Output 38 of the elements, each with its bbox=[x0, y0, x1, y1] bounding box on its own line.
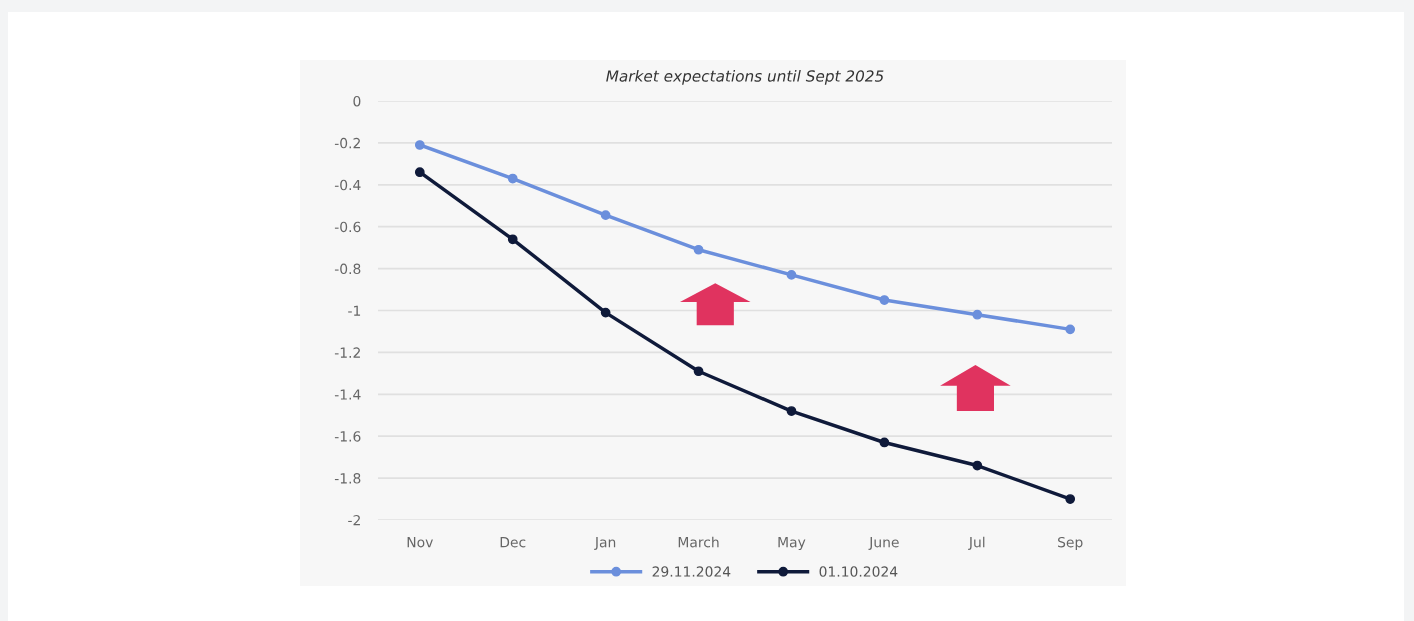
x-tick-label: Sep bbox=[1058, 536, 1083, 551]
y-tick-label: 0 bbox=[353, 95, 361, 107]
y-tick-label: -1.6 bbox=[334, 431, 361, 442]
y-tick-label: -1.8 bbox=[334, 473, 361, 484]
x-tick-label: May bbox=[778, 537, 806, 551]
point bbox=[786, 406, 797, 416]
y-tick-label: -0.4 bbox=[334, 179, 361, 191]
x-tick-label: March bbox=[678, 536, 719, 548]
point bbox=[507, 234, 518, 245]
point bbox=[414, 167, 425, 178]
point bbox=[414, 140, 425, 150]
x-tick-label: June bbox=[868, 537, 899, 550]
point bbox=[507, 173, 518, 184]
y-tick-label: -1.4 bbox=[334, 389, 361, 400]
point bbox=[879, 437, 890, 448]
y-tick-label: -2 bbox=[348, 514, 360, 526]
point bbox=[786, 270, 797, 280]
point bbox=[600, 210, 611, 221]
point bbox=[879, 295, 890, 305]
point bbox=[1065, 324, 1076, 335]
chart-title: Market expectations until Sept 2025 bbox=[606, 69, 884, 85]
y-tick-label: -0.2 bbox=[334, 137, 360, 149]
y-tick-label: -0.8 bbox=[334, 263, 361, 275]
point bbox=[600, 307, 611, 318]
point bbox=[1065, 494, 1076, 504]
y-tick-label: -1 bbox=[348, 305, 361, 316]
point bbox=[693, 366, 704, 377]
legend-label: 01.10.2024 bbox=[819, 566, 898, 577]
y-tick-label: -0.6 bbox=[334, 221, 361, 233]
legend-label: 29.11.2024 bbox=[652, 566, 731, 577]
point bbox=[972, 460, 983, 471]
point bbox=[693, 244, 704, 255]
point bbox=[972, 309, 983, 320]
x-tick-label: Jul bbox=[968, 536, 985, 550]
x-tick-label: Dec bbox=[500, 537, 526, 548]
x-tick-label: Jan bbox=[594, 537, 616, 550]
y-tick-label: -1.2 bbox=[334, 347, 360, 358]
x-tick-label: Nov bbox=[407, 537, 433, 548]
